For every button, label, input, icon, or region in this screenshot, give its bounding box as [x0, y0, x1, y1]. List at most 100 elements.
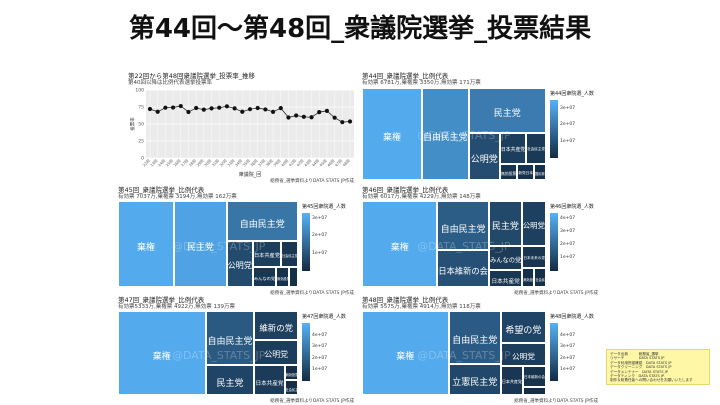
treemap-tile-label: 棄権 [137, 242, 156, 253]
legend-colorbar [550, 100, 558, 158]
e47-legend: 第47回衆院選_人数 4e+07 3e+07 2e+07 1e+07 [302, 311, 358, 395]
turnout-point [194, 105, 199, 111]
turnout-point [240, 109, 245, 114]
treemap-tile: 社会民主党 [280, 240, 298, 268]
info-line: データクリーニング DATA STATS JP [610, 365, 672, 370]
treemap-tile: 自由民主党 [422, 88, 469, 180]
treemap-tile: 無効投票 [499, 163, 518, 180]
turnout-point [147, 106, 153, 112]
turnout-chart-note: 総務省_選挙資料よりDATA STATS JP作成 [270, 179, 354, 184]
treemap-tile: 民主党 [488, 201, 522, 246]
e48-note: 総務省_選挙資料よりDATA STATS JP作成 [514, 399, 598, 404]
y-tick-label: 0 [141, 156, 144, 162]
legend-tick-label: 3e+07 [560, 228, 576, 234]
treemap-tile-label: 立憲民主党 [452, 378, 498, 389]
x-tick-label: 22回 [141, 158, 151, 168]
treemap-tile-label: 無効投票 [523, 277, 533, 282]
e45-title: 第45回_衆議院選挙_比例代表 [118, 186, 205, 194]
legend-tick-label: 4e+07 [560, 333, 576, 339]
x-tick-label: 43回 [303, 158, 313, 168]
turnout-point [201, 107, 206, 112]
e47-note: 総務省_選挙資料よりDATA STATS JP作成 [270, 399, 354, 404]
legend-tick-label: 3e+07 [312, 216, 328, 222]
turnout-point [170, 105, 176, 110]
y-tick-label: 75 [138, 105, 144, 111]
treemap-tile [288, 267, 298, 287]
x-tick-label: 42回 [295, 158, 305, 168]
treemap-tile-label: 日本維新の会 [438, 265, 488, 276]
e44-title: 第44回_衆議院選挙_比例代表 [362, 72, 449, 80]
treemap-tile: みんなの党 [252, 267, 277, 287]
treemap-tile-label: 公明党 [227, 260, 252, 271]
x-tick-label: 38回 [264, 158, 274, 168]
treemap-tile-label: 日本共産党 [501, 378, 522, 384]
treemap-tile-label: 自由民主党 [239, 219, 285, 230]
legend-colorbar [550, 213, 558, 271]
treemap-tile: 自由民主党 [205, 311, 255, 366]
turnout-point [217, 105, 222, 110]
treemap-tile-label: 日本未来の党 [523, 256, 545, 260]
treemap-tile-label: みんなの党 [253, 276, 276, 282]
legend-tick-label: 1e+07 [560, 138, 576, 144]
turnout-point [232, 106, 237, 111]
e48-subtitle: 有効票 5575万,棄権票 4914万,無効票 118万票 [362, 304, 481, 310]
legend-tick-label: 1e+07 [312, 250, 328, 256]
x-tick-label: 27回 [180, 158, 190, 168]
legend-tick-label: 3e+07 [560, 105, 576, 111]
e45-note: 総務省_選挙資料よりDATA STATS JP作成 [270, 291, 354, 296]
treemap-tile: 公明党 [468, 132, 500, 180]
treemap-tile: 日本未来の党 [522, 245, 546, 269]
x-tick-label: 36回 [249, 158, 259, 168]
e47-treemap-panel: 第47回_衆議院選挙_比例代表 有効票5333万,棄権票 4922万,無効票 1… [118, 296, 358, 404]
y-tick-label: 25 [138, 139, 144, 145]
x-tick-label: 45回 [318, 158, 328, 168]
treemap-tile-label: 棄権 [383, 132, 402, 143]
x-tick-label: 31回 [211, 158, 221, 168]
x-tick-label: 46回 [326, 158, 336, 168]
treemap-tile: 社会民主党 [284, 380, 298, 395]
treemap-tile-label: 日本共産党 [253, 253, 280, 260]
x-tick-label: 35回 [241, 158, 251, 168]
treemap-tile: 自由民主党 [226, 201, 298, 241]
legend-tick-label: 2e+07 [560, 355, 576, 361]
legend-tick-label: 1e+07 [312, 366, 328, 372]
legend-tick-label: 2e+07 [312, 355, 328, 361]
legend-tick-label: 4e+07 [560, 215, 576, 221]
x-tick-label: 32回 [218, 158, 228, 168]
treemap-tile: 棄権 [362, 88, 423, 180]
treemap-tile: 日本共産党 [488, 270, 523, 287]
turnout-point [263, 107, 268, 112]
e45-subtitle: 有効票 7037万,棄権票 3194万,無効票 162万票 [118, 194, 237, 200]
e44-treemap-panel: 第44回_衆議院選挙_比例代表 有効票 6781万,棄権票 3350万,無効票 … [362, 72, 602, 184]
e46-legend: 第46回衆院選_人数 4e+07 3e+07 2e+07 1e+07 [550, 201, 602, 287]
x-tick-label: 30回 [203, 158, 213, 168]
treemap-tile: 日本共産党 [499, 132, 527, 164]
treemap-tile-label: 社会民主党 [535, 277, 545, 282]
legend-colorbar [302, 213, 310, 271]
treemap-tile-label: 無効投票 [277, 277, 289, 282]
treemap-tile: みんなの党 [488, 245, 523, 271]
e46-note: 総務省_選挙資料よりDATA STATS JP作成 [514, 291, 598, 296]
treemap-tile: 希望の党 [500, 311, 546, 343]
turnout-chart-panel: 第22回から第48回衆議院選挙_投票率_推移 第40回以降は比例代表選挙投票率 … [128, 72, 358, 184]
page-title: 第44回〜第48回_衆議院選挙_投票結果 [128, 14, 592, 44]
e48-treemap-panel: 第48回_衆議院選挙_比例代表 有効票 5575万,棄権票 4914万,無効票 … [362, 296, 602, 404]
e45-treemap-panel: 第45回_衆議院選挙_比例代表 有効票 7037万,棄権票 3194万,無効票 … [118, 186, 358, 296]
x-tick-label: 48回 [341, 158, 351, 168]
treemap-tile-label: 公明党 [522, 221, 545, 231]
treemap-tile: 維新の党 [254, 311, 298, 340]
turnout-point [347, 119, 353, 124]
treemap-tile-label: みんなの党 [489, 257, 522, 265]
e46-subtitle: 有効票 6017万,棄権票 4229万,無効票 148万票 [362, 194, 481, 200]
treemap-tile-label: 日本維新の会 [524, 375, 545, 380]
x-tick-label: 41回 [288, 158, 298, 168]
e47-title: 第47回_衆議院選挙_比例代表 [118, 296, 205, 304]
treemap-tile-label: 日本共産党 [500, 148, 526, 154]
legend-title: 第45回衆院選_人数 [302, 204, 346, 210]
turnout-point [309, 115, 314, 120]
treemap-tile: 社会民主党 [534, 268, 546, 287]
x-tick-label: 33回 [226, 158, 236, 168]
treemap-tile-label: 棄権 [152, 351, 171, 362]
e45-treemap: 棄権 民主党 自由民主党 公明党 日本共産党 社会民主党 みんなの党 無効投票 @DATA_ST… [118, 201, 298, 287]
info-note-box: データ出典 総務省_選挙 リサーチ DATA STATS JP データ利用許諾確認 … [606, 349, 710, 385]
